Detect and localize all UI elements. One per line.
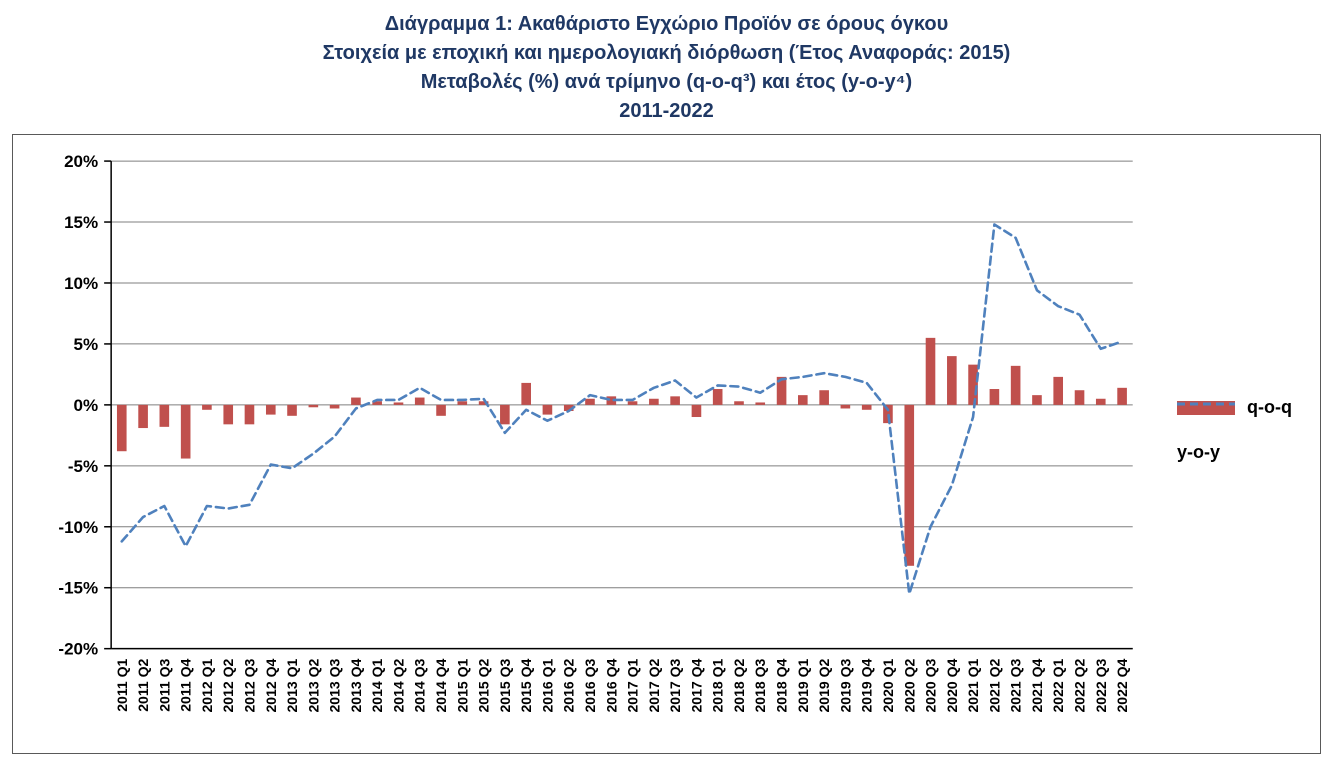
chart-frame: 20% 15% 10% 5% 0% -5% -10% -15% -20% 2011 Q1 2011 … xyxy=(12,134,1321,754)
svg-text:2021 Q2: 2021 Q2 xyxy=(986,659,1002,713)
svg-text:0%: 0% xyxy=(74,396,99,415)
svg-text:2017 Q4: 2017 Q4 xyxy=(688,659,704,713)
svg-text:-10%: -10% xyxy=(58,518,98,537)
svg-text:2014 Q3: 2014 Q3 xyxy=(412,659,428,713)
svg-text:2011 Q3: 2011 Q3 xyxy=(156,658,172,711)
svg-text:2012 Q3: 2012 Q3 xyxy=(241,659,257,713)
svg-text:2020 Q4: 2020 Q4 xyxy=(944,659,960,713)
svg-text:2018 Q1: 2018 Q1 xyxy=(710,659,726,713)
svg-text:-15%: -15% xyxy=(58,579,98,598)
svg-text:2013 Q4: 2013 Q4 xyxy=(348,659,364,713)
svg-text:2019 Q2: 2019 Q2 xyxy=(816,659,832,713)
svg-text:20%: 20% xyxy=(64,152,98,171)
svg-text:-20%: -20% xyxy=(58,640,98,659)
svg-text:2012 Q1: 2012 Q1 xyxy=(199,659,215,713)
svg-text:2014 Q2: 2014 Q2 xyxy=(391,659,407,713)
chart-canvas: 20% 15% 10% 5% 0% -5% -10% -15% -20% 2011 Q1 2011 … xyxy=(58,152,1133,713)
svg-text:2011 Q2: 2011 Q2 xyxy=(135,658,151,711)
svg-text:2011 Q4: 2011 Q4 xyxy=(178,658,194,711)
svg-text:2015 Q2: 2015 Q2 xyxy=(476,659,492,713)
svg-text:2016 Q4: 2016 Q4 xyxy=(603,659,619,713)
svg-text:2020 Q3: 2020 Q3 xyxy=(923,659,939,713)
svg-text:2011 Q1: 2011 Q1 xyxy=(114,658,130,711)
svg-text:2018 Q2: 2018 Q2 xyxy=(731,659,747,713)
svg-text:2020 Q1: 2020 Q1 xyxy=(880,659,896,713)
svg-text:2022 Q4: 2022 Q4 xyxy=(1114,659,1130,713)
svg-text:2017 Q1: 2017 Q1 xyxy=(625,659,641,713)
svg-text:2016 Q3: 2016 Q3 xyxy=(582,659,598,713)
svg-text:2013 Q1: 2013 Q1 xyxy=(284,659,300,713)
svg-text:2016 Q2: 2016 Q2 xyxy=(561,659,577,713)
svg-text:2022 Q2: 2022 Q2 xyxy=(1072,659,1088,713)
svg-text:2014 Q1: 2014 Q1 xyxy=(369,659,385,713)
chart-title-line4: 2011-2022 xyxy=(619,100,714,122)
svg-text:10%: 10% xyxy=(64,274,98,293)
svg-text:2016 Q1: 2016 Q1 xyxy=(539,659,555,713)
legend-label-qoq: q-o-q xyxy=(1247,397,1292,417)
svg-text:2020 Q2: 2020 Q2 xyxy=(901,659,917,713)
svg-text:2021 Q1: 2021 Q1 xyxy=(965,659,981,713)
svg-text:2013 Q2: 2013 Q2 xyxy=(305,659,321,713)
svg-text:2015 Q3: 2015 Q3 xyxy=(497,659,513,713)
svg-text:2013 Q3: 2013 Q3 xyxy=(327,659,343,713)
svg-text:2018 Q3: 2018 Q3 xyxy=(752,659,768,713)
svg-text:2022 Q1: 2022 Q1 xyxy=(1050,659,1066,713)
svg-text:2015 Q4: 2015 Q4 xyxy=(518,659,534,713)
svg-text:2021 Q4: 2021 Q4 xyxy=(1029,659,1045,713)
svg-text:2018 Q4: 2018 Q4 xyxy=(774,659,790,713)
chart-title-line3: Μεταβολές (%) ανά τρίμηνο (q-o-q³) και έ… xyxy=(420,71,913,93)
svg-text:2022 Q3: 2022 Q3 xyxy=(1093,659,1109,713)
svg-text:2012 Q2: 2012 Q2 xyxy=(220,659,236,713)
svg-text:5%: 5% xyxy=(74,335,99,354)
svg-text:2014 Q4: 2014 Q4 xyxy=(433,659,449,713)
svg-text:2017 Q2: 2017 Q2 xyxy=(646,659,662,713)
legend: q-o-q y-o-y xyxy=(1177,397,1292,463)
yoy-dashed-line-swatch-icon xyxy=(1177,402,1236,406)
svg-text:2015 Q1: 2015 Q1 xyxy=(454,659,470,713)
svg-text:2017 Q3: 2017 Q3 xyxy=(667,659,683,713)
svg-text:15%: 15% xyxy=(64,213,98,232)
legend-label-yoy: y-o-y xyxy=(1177,442,1221,462)
chart-title-line2: Στοιχεία με εποχική και ημερολογιακή διό… xyxy=(322,42,1011,64)
svg-text:2019 Q4: 2019 Q4 xyxy=(859,659,875,713)
svg-text:2012 Q4: 2012 Q4 xyxy=(263,659,279,713)
svg-text:2019 Q3: 2019 Q3 xyxy=(837,659,853,713)
chart-title-block: Διάγραμμα 1: Ακαθάριστο Εγχώριο Προϊόν σ… xyxy=(0,0,1333,126)
chart-title-line1: Διάγραμμα 1: Ακαθάριστο Εγχώριο Προϊόν σ… xyxy=(384,13,949,35)
svg-text:-5%: -5% xyxy=(68,457,98,476)
svg-text:2019 Q1: 2019 Q1 xyxy=(795,659,811,713)
legend-item-yoy: y-o-y xyxy=(1177,402,1292,463)
svg-text:2021 Q3: 2021 Q3 xyxy=(1008,659,1024,713)
